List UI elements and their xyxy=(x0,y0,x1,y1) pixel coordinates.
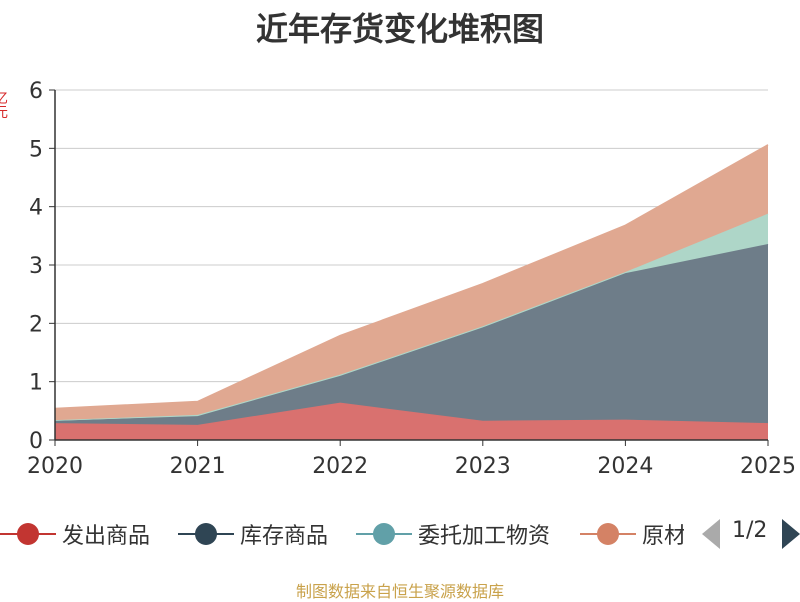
previous-page-icon[interactable] xyxy=(702,519,720,549)
next-page-icon[interactable] xyxy=(782,519,800,549)
legend-label: 发出商品 xyxy=(62,524,151,549)
legend-marker-icon xyxy=(0,512,56,556)
axes xyxy=(49,89,769,446)
legend-marker-icon xyxy=(178,512,234,556)
tick-labels: 0 1 2 3 4 5 6 2020 2021 2022 2023 2024 2025 xyxy=(27,79,796,479)
x-tick-label: 2024 xyxy=(597,454,653,479)
y-tick-label: 5 xyxy=(29,137,43,162)
legend-item[interactable]: 发出商品 xyxy=(0,512,150,556)
data-source-note: 制图数据来自恒生聚源数据库 xyxy=(295,582,504,601)
legend-item[interactable]: 原材料 xyxy=(580,512,684,556)
x-tick-label: 2021 xyxy=(170,454,226,479)
legend-items: 发出商品 库存商品 委托加工物资 原材料 xyxy=(0,512,684,556)
legend-label: 委托加工物资 xyxy=(418,524,551,549)
legend-label: 库存商品 xyxy=(240,524,329,549)
area-0 xyxy=(55,402,768,440)
legend-marker-icon xyxy=(580,512,636,556)
area-series xyxy=(54,144,769,440)
x-tick-label: 2025 xyxy=(740,454,796,479)
series-line-3 xyxy=(54,144,769,410)
legend-page-indicator: 1/2 xyxy=(732,518,768,543)
legend-item[interactable]: 库存商品 xyxy=(178,512,328,556)
legend-pager: 1/2 xyxy=(700,512,800,556)
y-tick-label: 3 xyxy=(29,254,43,279)
x-tick-label: 2023 xyxy=(455,454,511,479)
legend-marker-icon xyxy=(356,512,412,556)
legend-label: 原材料 xyxy=(642,524,684,549)
y-tick-label: 2 xyxy=(29,312,43,337)
y-tick-label: 0 xyxy=(29,429,43,454)
y-tick-label: 6 xyxy=(29,79,43,104)
x-tick-label: 2022 xyxy=(312,454,368,479)
x-tick-label: 2020 xyxy=(27,454,83,479)
area-1 xyxy=(55,244,768,425)
y-axis-unit: 亿元 xyxy=(0,92,8,121)
y-tick-label: 4 xyxy=(29,196,43,221)
series-line-2 xyxy=(54,212,769,421)
legend: 发出商品 库存商品 委托加工物资 原材料 1/2 xyxy=(0,512,800,556)
y-tick-label: 1 xyxy=(29,371,43,396)
chart-title: 近年存货变化堆积图 xyxy=(255,10,544,48)
legend-item[interactable]: 委托加工物资 xyxy=(356,512,550,556)
